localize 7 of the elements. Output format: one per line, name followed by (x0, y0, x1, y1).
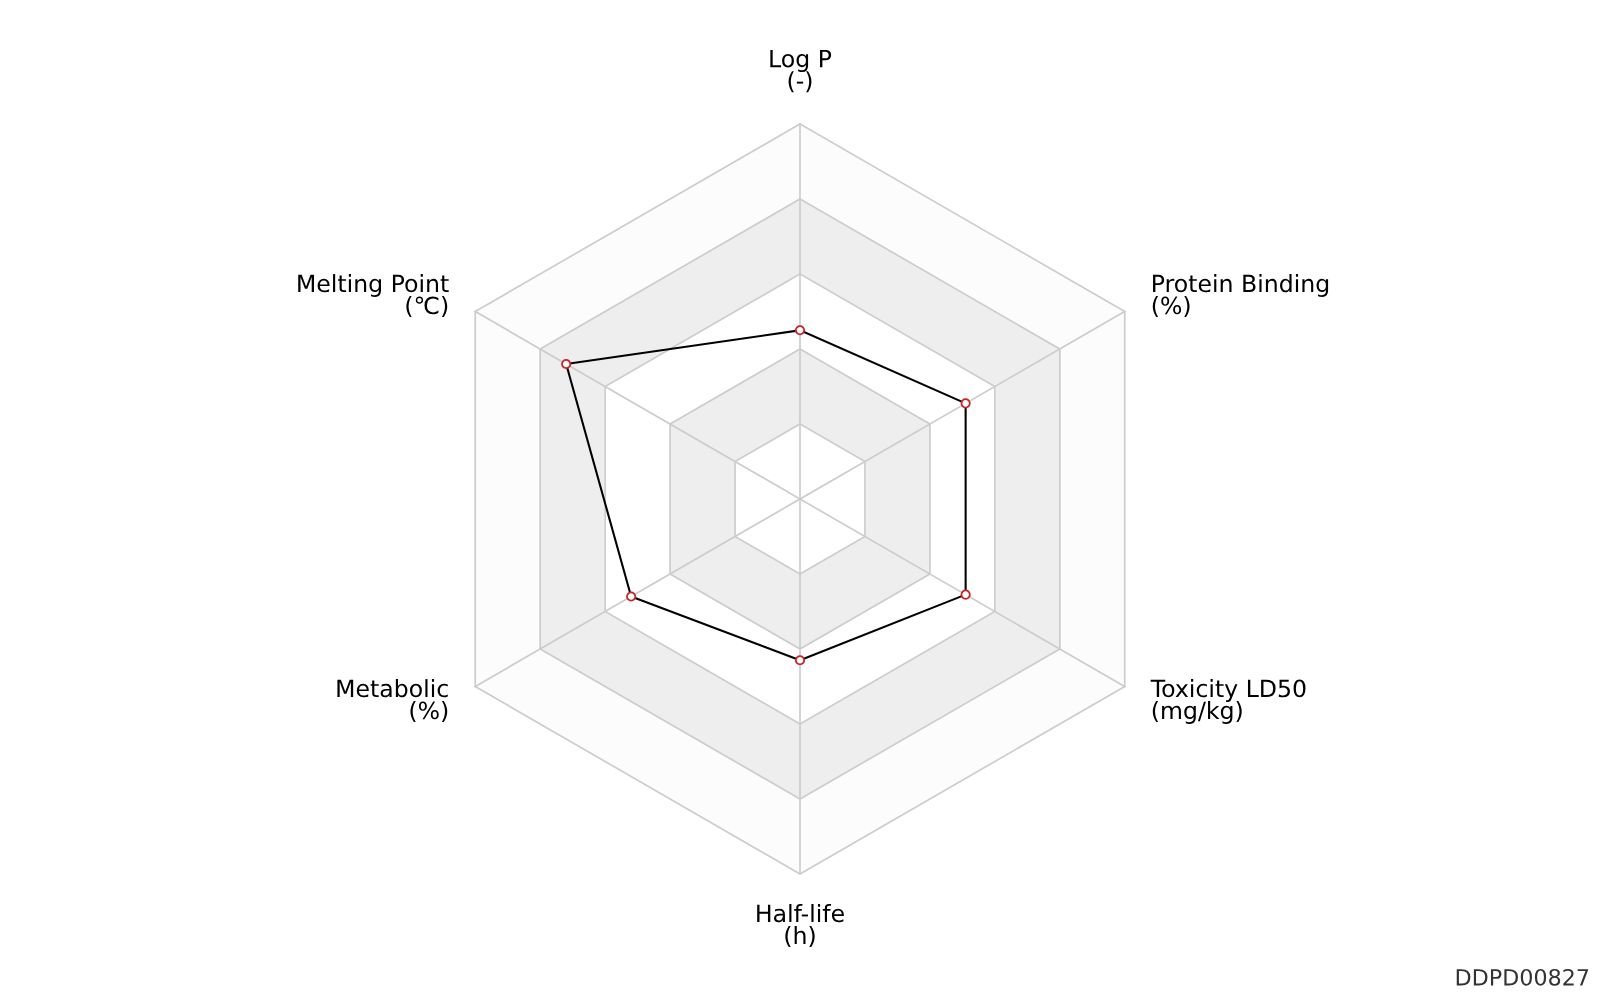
spoke-label: Metabolic (%) (337, 679, 448, 723)
spoke-label: Melting Point (℃) (298, 274, 449, 318)
spoke-label: Half-life (h) (757, 904, 844, 948)
spoke-label: Toxicity LD50 (mg/kg) (1150, 679, 1306, 724)
text: DDPD00827 (1456, 968, 1589, 986)
spoke-label: Protein Binding (%) (1152, 274, 1329, 318)
spoke-label: Log P (-) (770, 49, 832, 93)
